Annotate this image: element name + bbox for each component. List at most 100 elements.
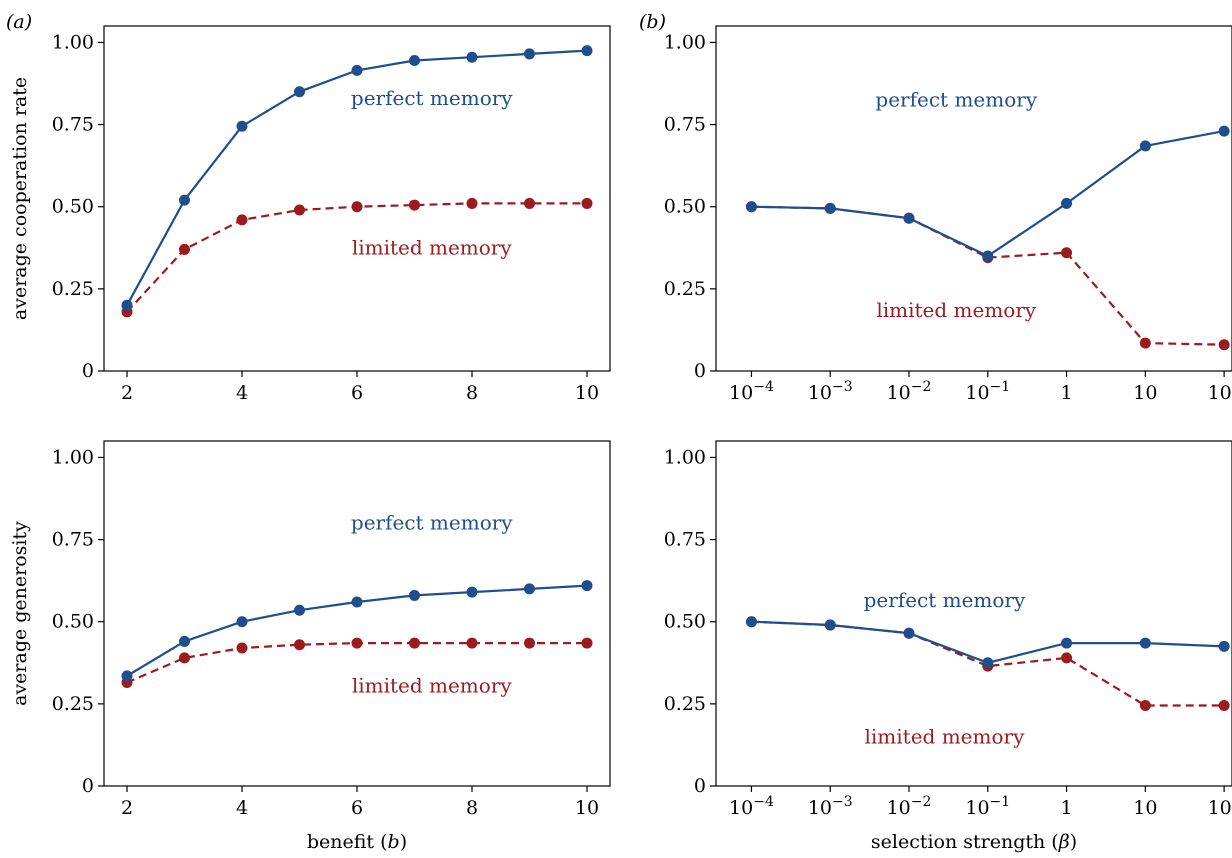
data-point-limited-memory (351, 201, 363, 213)
plot-frame (103, 440, 611, 787)
x-axis-label: selection strength (β) (871, 831, 1077, 853)
data-point-perfect-memory (466, 51, 478, 63)
data-point-perfect-memory (581, 45, 593, 57)
y-tick-label: 0.75 (664, 529, 706, 551)
chart-a-top: 0 0.25 0.50 0.75 1.00 2 4 6 8 10 average cooperati… (9, 25, 611, 404)
data-point-perfect-memory (236, 616, 248, 628)
series-line-limited-memory (751, 205, 1225, 346)
data-point-limited-memory (1139, 337, 1151, 349)
y-axis-label: average cooperation rate (9, 77, 31, 320)
x-tick-label: 10−2 (887, 794, 932, 819)
chart-a-bottom: 0 0.25 0.50 0.75 1.00 2 4 6 8 10 average generosit… (9, 440, 611, 853)
y-tick-label: 0.50 (664, 611, 706, 633)
data-point-perfect-memory (409, 55, 420, 66)
data-point-limited-memory (524, 637, 535, 649)
data-point-limited-memory (581, 197, 593, 209)
data-point-perfect-memory (1139, 637, 1151, 649)
x-tick-label: 1 (1061, 797, 1073, 819)
panel-label-a: (a) (6, 11, 32, 33)
x-tick-label: 10−4 (729, 379, 774, 404)
data-point-limited-memory (466, 637, 478, 649)
x-tick-label: 10 (575, 382, 599, 404)
plot-frame (715, 25, 1232, 372)
x-tick-label: 2 (121, 797, 133, 819)
data-point-limited-memory (1218, 339, 1230, 351)
data-point-perfect-memory (1139, 140, 1151, 152)
data-point-limited-memory (466, 197, 478, 209)
data-point-perfect-memory (524, 583, 535, 595)
y-tick-label: 1.00 (664, 446, 706, 468)
x-tick-label: 10−2 (887, 379, 932, 404)
data-point-perfect-memory (745, 201, 757, 213)
x-tick-label: 10−1 (965, 794, 1010, 819)
y-tick-label: 0.75 (52, 529, 94, 551)
data-point-limited-memory (409, 199, 420, 211)
data-point-perfect-memory (351, 64, 363, 76)
data-point-perfect-memory (121, 299, 133, 311)
y-tick-label: 0 (694, 775, 706, 797)
data-point-limited-memory (524, 197, 535, 209)
data-point-perfect-memory (524, 48, 535, 60)
data-point-perfect-memory (745, 616, 757, 628)
data-point-perfect-memory (179, 635, 190, 647)
data-point-perfect-memory (294, 86, 305, 98)
data-point-perfect-memory (236, 120, 248, 132)
data-point-perfect-memory (351, 596, 363, 608)
x-tick-label: 1 (1061, 382, 1073, 404)
data-point-perfect-memory (903, 627, 915, 639)
y-tick-label: 1.00 (664, 31, 706, 53)
y-tick-label: 0 (82, 360, 94, 382)
data-point-perfect-memory (294, 604, 305, 616)
y-tick-label: 0 (82, 775, 94, 797)
series-annotation: perfect memory (875, 88, 1037, 112)
data-point-limited-memory (294, 639, 305, 651)
data-point-perfect-memory (179, 194, 190, 206)
x-tick-label: 102 (1208, 379, 1232, 404)
data-point-perfect-memory (824, 619, 836, 631)
y-tick-label: 1.00 (52, 446, 94, 468)
data-point-perfect-memory (903, 212, 915, 224)
data-point-limited-memory (294, 204, 305, 216)
data-point-limited-memory (351, 637, 363, 649)
x-tick-label: 4 (236, 797, 248, 819)
x-axis-label: benefit (b) (307, 831, 407, 853)
data-point-perfect-memory (409, 589, 420, 601)
data-point-perfect-memory (466, 586, 478, 598)
y-tick-label: 0 (694, 360, 706, 382)
data-point-perfect-memory (982, 250, 994, 262)
y-tick-label: 0.50 (664, 196, 706, 218)
x-tick-label: 10 (1133, 382, 1157, 404)
x-tick-label: 8 (466, 382, 478, 404)
x-tick-label: 4 (236, 382, 248, 404)
y-tick-label: 1.00 (52, 31, 94, 53)
data-point-perfect-memory (1061, 637, 1073, 649)
series-line-perfect-memory (751, 130, 1225, 258)
y-tick-label: 0.25 (664, 278, 706, 300)
chart-b-bottom: 0 0.25 0.50 0.75 1.00 10−4 10−3 10−2 10−1 1 10 102 s… (664, 440, 1232, 853)
x-tick-label: 8 (466, 797, 478, 819)
data-point-perfect-memory (581, 580, 593, 592)
data-point-perfect-memory (982, 657, 994, 669)
series-annotation: limited memory (352, 235, 513, 259)
panel-label-b: (b) (639, 11, 666, 33)
x-tick-label: 10−4 (729, 794, 774, 819)
x-tick-label: 2 (121, 382, 133, 404)
data-point-limited-memory (1218, 700, 1230, 711)
data-point-perfect-memory (1218, 640, 1230, 652)
x-tick-label: 10 (575, 797, 599, 819)
series-annotation: perfect memory (351, 511, 513, 535)
y-tick-label: 0.50 (52, 196, 94, 218)
x-tick-label: 102 (1208, 794, 1232, 819)
data-point-limited-memory (236, 642, 248, 654)
plot-frame (715, 440, 1232, 787)
series-line-perfect-memory (751, 620, 1225, 664)
y-tick-label: 0.75 (52, 114, 94, 136)
series-annotation: limited memory (876, 298, 1037, 322)
y-tick-label: 0.25 (664, 693, 706, 715)
x-tick-label: 10−1 (965, 379, 1010, 404)
series-annotation: limited memory (865, 724, 1026, 748)
series-annotation: perfect memory (351, 86, 513, 110)
x-tick-label: 10 (1133, 797, 1157, 819)
y-tick-label: 0.25 (52, 693, 94, 715)
